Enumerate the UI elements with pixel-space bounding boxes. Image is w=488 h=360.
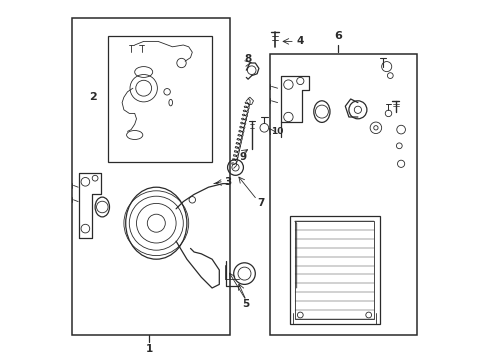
Text: 4: 4: [296, 36, 304, 46]
Text: 1: 1: [145, 344, 152, 354]
Bar: [289, 216, 379, 324]
Text: 3: 3: [224, 177, 231, 187]
Text: 9: 9: [239, 152, 246, 162]
Text: 5: 5: [242, 299, 249, 309]
Bar: [269, 54, 416, 335]
Text: 6: 6: [333, 31, 341, 41]
Bar: [72, 18, 230, 335]
Text: 10: 10: [270, 127, 283, 136]
Bar: [294, 221, 373, 319]
Bar: [107, 36, 212, 162]
Text: 7: 7: [257, 198, 264, 208]
Text: 2: 2: [89, 92, 97, 102]
Text: 8: 8: [244, 54, 251, 64]
